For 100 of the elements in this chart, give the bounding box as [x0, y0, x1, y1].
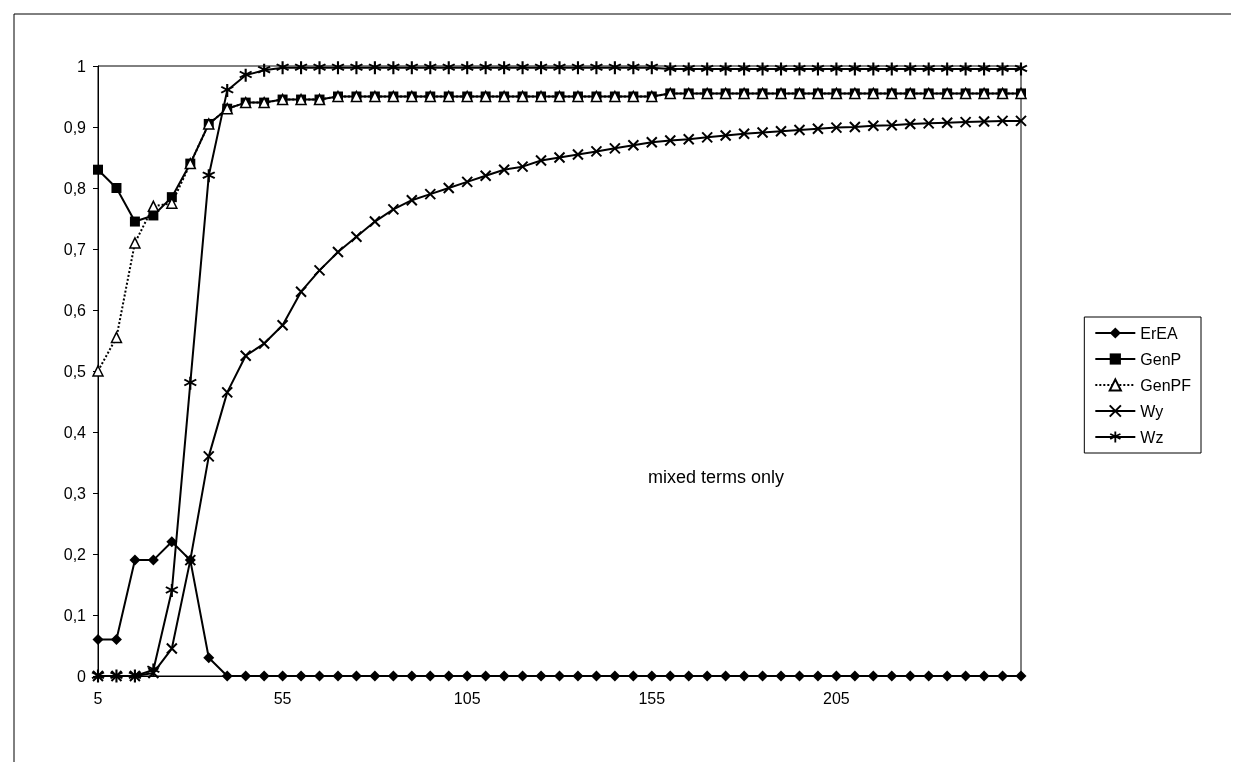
point — [220, 83, 234, 97]
point — [424, 188, 437, 201]
point — [941, 116, 954, 129]
point — [257, 63, 271, 77]
point — [866, 62, 880, 76]
point — [738, 670, 750, 682]
point — [239, 68, 253, 82]
legend-label: GenPF — [1140, 376, 1192, 394]
point — [295, 670, 307, 682]
point — [423, 61, 437, 75]
point — [775, 670, 787, 682]
point — [1014, 62, 1028, 76]
y-tick-label: 0,6 — [63, 301, 87, 319]
point — [461, 175, 474, 188]
point — [848, 121, 861, 133]
y-tick-label: 0,5 — [63, 362, 87, 380]
point — [350, 230, 363, 243]
point — [368, 215, 381, 228]
point — [701, 131, 714, 144]
x-tick-label: 105 — [453, 689, 481, 707]
x-tick-label: 205 — [823, 689, 850, 707]
point — [535, 670, 547, 682]
point — [165, 584, 179, 598]
point — [331, 61, 345, 75]
point — [904, 670, 916, 682]
point — [387, 203, 400, 216]
point — [276, 61, 290, 75]
point — [867, 119, 880, 132]
y-tick-label: 0,7 — [63, 240, 87, 258]
point — [461, 670, 473, 682]
point — [203, 652, 215, 664]
point — [276, 319, 289, 332]
point — [443, 670, 455, 682]
point — [793, 124, 806, 137]
point — [886, 670, 898, 682]
y-tick-label: 0,4 — [63, 423, 87, 441]
point — [719, 62, 733, 76]
point — [129, 237, 141, 249]
point — [812, 670, 824, 682]
point — [295, 285, 308, 298]
point — [258, 337, 271, 350]
point — [977, 62, 991, 76]
annotation: mixed terms only — [648, 467, 785, 487]
point — [349, 61, 363, 75]
point — [92, 633, 104, 645]
y-tick-label: 0 — [77, 667, 87, 685]
point — [221, 670, 233, 682]
legend-label: Wy — [1140, 402, 1164, 420]
y-tick-label: 1 — [77, 57, 87, 75]
point — [664, 134, 677, 147]
point — [368, 61, 382, 75]
point — [756, 126, 769, 139]
point — [959, 62, 973, 76]
point — [589, 61, 603, 75]
point — [479, 61, 493, 75]
point — [497, 61, 511, 75]
point — [848, 62, 862, 76]
point — [129, 554, 141, 566]
point — [110, 331, 123, 344]
y-tick-label: 0,3 — [63, 484, 87, 502]
point — [405, 61, 419, 75]
point — [202, 169, 216, 183]
point — [572, 670, 584, 682]
point — [682, 133, 695, 146]
point — [93, 164, 103, 175]
point — [756, 62, 770, 76]
point — [646, 670, 658, 682]
point — [830, 121, 843, 134]
point — [406, 670, 418, 682]
point — [129, 216, 140, 227]
point — [498, 163, 511, 176]
point — [553, 61, 566, 75]
point — [904, 117, 917, 130]
point — [313, 264, 326, 277]
point — [1015, 670, 1027, 682]
point — [609, 670, 621, 682]
y-tick-label: 0,9 — [63, 118, 87, 136]
point — [663, 62, 677, 76]
point — [885, 62, 899, 76]
point — [940, 62, 954, 76]
point — [903, 62, 917, 76]
y-tick-label: 0,8 — [63, 179, 87, 197]
legend-label: Wz — [1140, 428, 1164, 446]
point — [849, 670, 861, 682]
x-tick-label: 55 — [273, 689, 292, 707]
point — [645, 61, 659, 75]
point — [922, 117, 935, 130]
x-tick-label: 155 — [638, 689, 666, 707]
point — [996, 62, 1010, 76]
point — [922, 62, 936, 76]
point — [258, 670, 270, 682]
point — [479, 169, 492, 182]
point — [165, 642, 178, 655]
point — [590, 145, 603, 158]
y-tick-label: 0,2 — [63, 545, 87, 563]
x-tick-label: 5 — [93, 689, 103, 707]
point — [516, 61, 530, 75]
point — [369, 670, 381, 682]
point — [737, 62, 751, 76]
point — [645, 136, 658, 149]
